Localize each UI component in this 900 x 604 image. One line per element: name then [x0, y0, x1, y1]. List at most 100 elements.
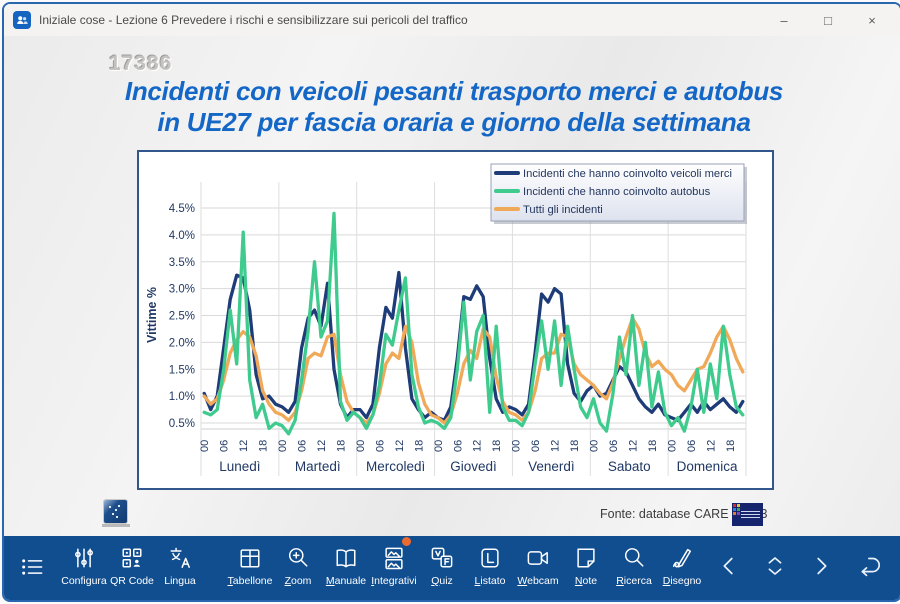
svg-text:12: 12	[394, 440, 406, 452]
toolbar-manuale-label: Manuale	[325, 575, 367, 587]
slide-area: 17386 Incidenti con veicoli pesanti tras…	[4, 36, 900, 536]
toolbar-zoom-label: Zoom	[284, 575, 312, 587]
note-icon	[572, 544, 600, 572]
images-icon	[380, 544, 408, 572]
svg-text:06: 06	[374, 440, 386, 452]
series-line-0	[202, 270, 745, 422]
qr-code-icon	[118, 544, 146, 572]
toolbar-menu[interactable]	[4, 536, 60, 600]
toolbar-tabellone-label: Tabellone	[227, 575, 273, 587]
chart-container: 4.5% 4.0% 3.5% 3.0% 2.5% 2.0% 1.5% 1.0% 0.5% Vitt…	[137, 150, 774, 490]
svg-text:12: 12	[627, 440, 639, 452]
toolbar-configura[interactable]: Configura	[60, 536, 108, 600]
svg-text:3.0%: 3.0%	[169, 284, 195, 296]
toolbar-tabellone[interactable]: Tabellone	[226, 536, 274, 600]
nav-jump-button[interactable]	[752, 536, 798, 600]
toolbar-ricerca[interactable]: Ricerca	[610, 536, 658, 600]
sida-logo-caption	[102, 524, 130, 527]
svg-text:06: 06	[297, 440, 309, 452]
svg-text:12: 12	[705, 440, 717, 452]
book-open-icon	[332, 544, 360, 572]
toolbar-lingua[interactable]: Lingua	[156, 536, 204, 600]
svg-text:12: 12	[316, 440, 328, 452]
toolbar-webcam[interactable]: Webcam	[514, 536, 562, 600]
zoom-in-icon	[284, 544, 312, 572]
toolbar-integrativi[interactable]: Integrativi	[370, 536, 418, 600]
legend-label-0: Incidenti che hanno coinvolto veicoli me…	[523, 168, 732, 180]
toolbar-quiz[interactable]: Quiz	[418, 536, 466, 600]
toolbar-ricerca-label: Ricerca	[616, 575, 652, 587]
toolbar-manuale[interactable]: Manuale	[322, 536, 370, 600]
svg-text:06: 06	[530, 440, 542, 452]
svg-text:12: 12	[472, 440, 484, 452]
svg-text:00: 00	[433, 440, 445, 452]
svg-text:00: 00	[589, 440, 601, 452]
nav-previous-button[interactable]	[706, 536, 752, 600]
svg-text:06: 06	[452, 440, 464, 452]
x-axis-day-label: Domenica	[677, 459, 738, 474]
slide-number: 17386	[109, 52, 173, 75]
nav-next-button[interactable]	[798, 536, 844, 600]
svg-text:3.5%: 3.5%	[169, 257, 195, 269]
toolbar-listato-label: Listato	[474, 575, 506, 587]
menu-list-icon	[18, 553, 46, 581]
line-chart: 4.5% 4.0% 3.5% 3.0% 2.5% 2.0% 1.5% 1.0% 0.5% Vitt…	[145, 163, 747, 476]
svg-text:0.5%: 0.5%	[169, 418, 195, 430]
svg-text:06: 06	[686, 440, 698, 452]
title-bar: Iniziale cose - Lezione 6 Prevedere i ri…	[4, 4, 900, 36]
maximize-button[interactable]: □	[824, 12, 832, 28]
window-title: Iniziale cose - Lezione 6 Prevedere i ri…	[39, 13, 468, 27]
close-button[interactable]: ×	[868, 12, 876, 28]
minimize-button[interactable]: –	[780, 12, 788, 28]
bottom-toolbar: Configura QR Code Lingua Tabellone Zoom Manua…	[4, 536, 900, 600]
toolbar-lingua-label: Lingua	[164, 575, 196, 587]
chevron-right-icon	[806, 551, 836, 586]
svg-text:18: 18	[491, 440, 503, 452]
svg-text:18: 18	[335, 440, 347, 452]
toolbar-disegno[interactable]: Disegno	[658, 536, 706, 600]
svg-text:4.0%: 4.0%	[169, 230, 195, 242]
sida-logo	[104, 500, 127, 523]
svg-text:2.0%: 2.0%	[169, 337, 195, 349]
toolbar-note[interactable]: Note	[562, 536, 610, 600]
app-people-icon	[13, 11, 31, 29]
svg-text:00: 00	[277, 440, 289, 452]
toolbar-note-label: Note	[574, 575, 598, 587]
toolbar-integrativi-label: Integrativi	[371, 575, 417, 587]
x-axis-day-label: Venerdì	[528, 459, 575, 474]
svg-text:12: 12	[550, 440, 562, 452]
chart-source: Fonte: database CARE - 2023	[600, 507, 768, 521]
svg-text:Vittime %: Vittime %	[145, 287, 159, 343]
series-line-1	[202, 211, 745, 436]
toolbar-quiz-label: Quiz	[431, 575, 453, 587]
x-axis-day-label: Sabato	[608, 459, 651, 474]
svg-text:18: 18	[258, 440, 270, 452]
nav-return-button[interactable]	[844, 536, 890, 600]
quiz-vf-icon	[428, 544, 456, 572]
toolbar-qr-code[interactable]: QR Code	[108, 536, 156, 600]
legend-label-2: Tutti gli incidenti	[523, 204, 603, 216]
window-controls: – □ ×	[762, 4, 894, 36]
toolbar-listato[interactable]: Listato	[466, 536, 514, 600]
toolbar-qr-code-label: QR Code	[110, 575, 154, 587]
svg-text:18: 18	[569, 440, 581, 452]
return-arrow-icon	[852, 551, 882, 586]
erso-logo	[732, 503, 763, 526]
svg-text:1.5%: 1.5%	[169, 364, 195, 376]
svg-text:1.0%: 1.0%	[169, 391, 195, 403]
sliders-icon	[70, 544, 98, 572]
svg-text:2.5%: 2.5%	[169, 311, 195, 323]
toolbar-zoom[interactable]: Zoom	[274, 536, 322, 600]
slide-title-line1: Incidenti con veicoli pesanti trasporto …	[124, 76, 784, 106]
svg-text:06: 06	[608, 440, 620, 452]
svg-text:00: 00	[199, 440, 211, 452]
svg-text:00: 00	[355, 440, 367, 452]
chevrons-vertical-icon	[760, 551, 790, 586]
svg-text:18: 18	[413, 440, 425, 452]
slide-title-line2: in UE27 per fascia oraria e giorno della…	[157, 107, 751, 137]
svg-text:00: 00	[511, 440, 523, 452]
legend-label-1: Incidenti che hanno coinvolto autobus	[523, 186, 711, 198]
chart-legend	[490, 163, 745, 222]
translate-icon	[166, 544, 194, 572]
